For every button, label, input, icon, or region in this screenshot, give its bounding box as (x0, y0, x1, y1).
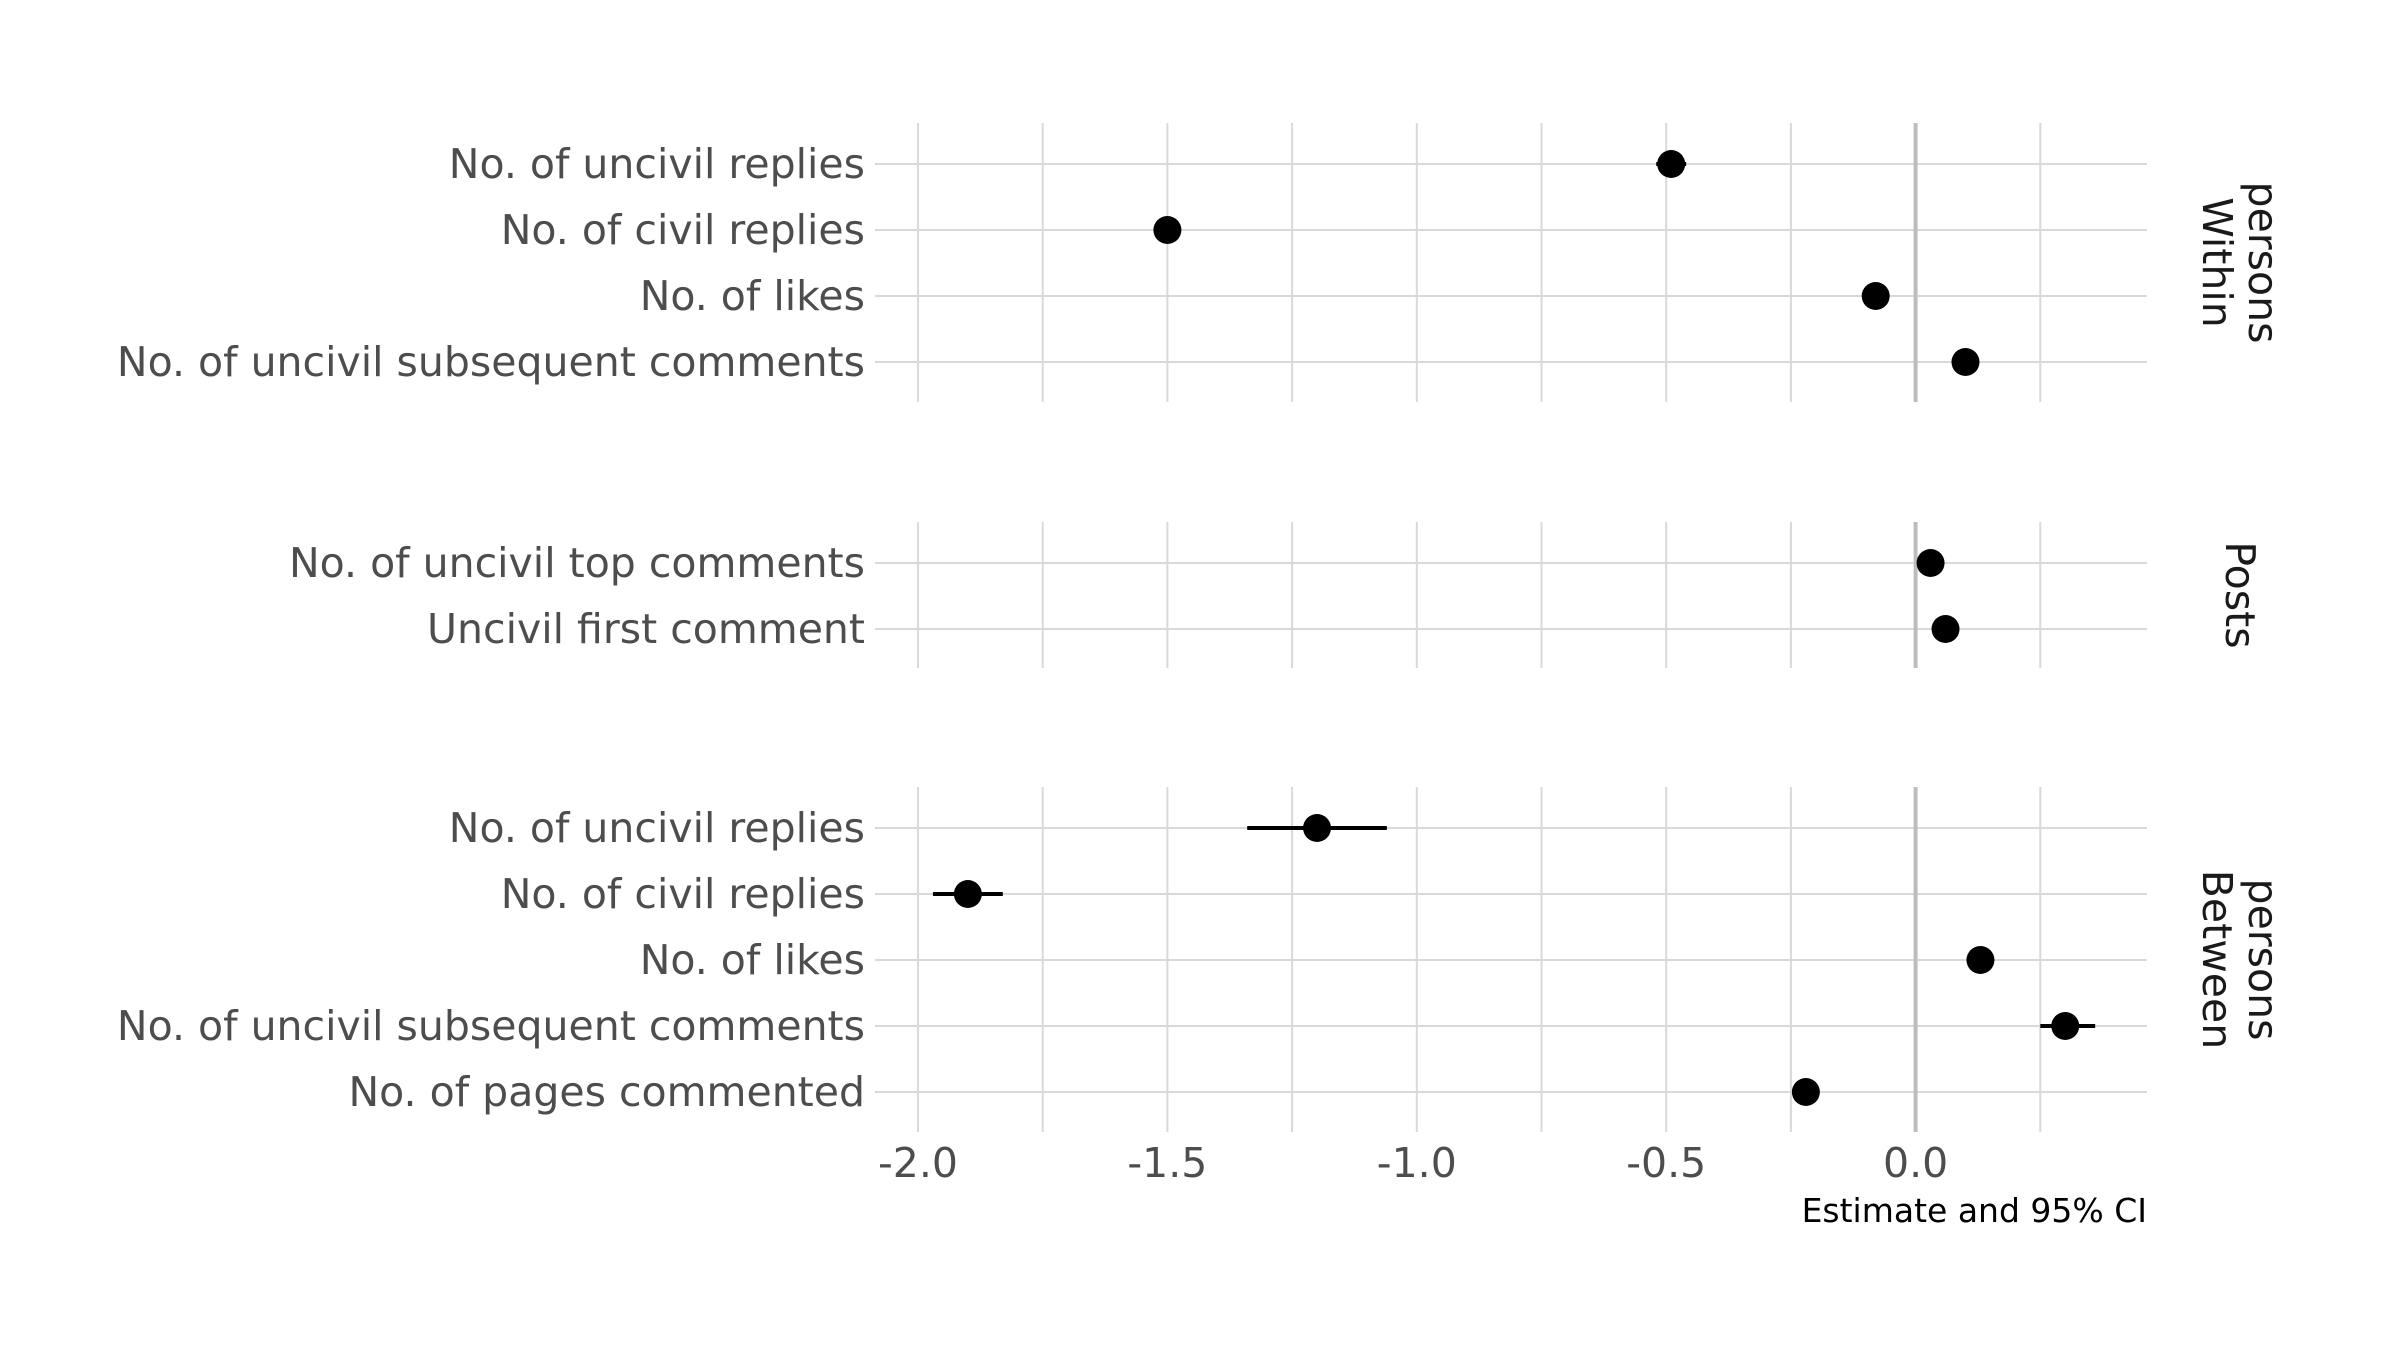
row-label: No. of uncivil replies (449, 140, 865, 188)
x-tick-label: -1.5 (1127, 1139, 1207, 1187)
x-axis-title: Estimate and 95% CI (1802, 1191, 2147, 1230)
row-label: No. of uncivil replies (449, 804, 865, 852)
row-label: No. of uncivil subsequent comments (117, 1002, 865, 1050)
row-label: No. of civil replies (501, 870, 865, 918)
estimate-point (1861, 282, 1890, 310)
facet-strip-label: Posts (2216, 541, 2264, 648)
estimate-point (1916, 549, 1945, 577)
facet-panel: No. of uncivil top comments Uncivil first… (289, 522, 2264, 668)
row-label: No. of civil replies (501, 206, 865, 254)
estimate-point (1153, 216, 1182, 244)
row-label: No. of pages commented (349, 1068, 865, 1116)
facet-strip-label: Withinpersons (2193, 182, 2287, 344)
facet-panel: No. of uncivil replies No. of civil repli… (117, 787, 2287, 1132)
x-tick-label: -1.0 (1377, 1139, 1457, 1187)
x-axis: -2.0 -1.5 -1.0 -0.5 0.0 (878, 1139, 1948, 1187)
x-tick-label: -0.5 (1626, 1139, 1706, 1187)
x-tick-label: -2.0 (878, 1139, 958, 1187)
facet-strip-label: Betweenpersons (2193, 870, 2287, 1049)
facet-panel: No. of uncivil replies No. of civil repli… (117, 123, 2287, 402)
estimate-point (1657, 150, 1686, 178)
estimate-point (1791, 1078, 1820, 1106)
estimate-point (1303, 814, 1332, 842)
estimate-point (2051, 1012, 2080, 1040)
row-label: Uncivil first comment (427, 605, 865, 653)
row-label: No. of likes (640, 272, 865, 320)
estimate-point (1951, 348, 1980, 376)
estimate-point (1931, 615, 1960, 643)
estimate-point (1966, 946, 1995, 974)
chart-facets: No. of uncivil replies No. of civil repli… (117, 123, 2287, 1132)
row-label: No. of uncivil subsequent comments (117, 338, 865, 386)
row-label: No. of uncivil top comments (289, 539, 865, 587)
x-tick-label: 0.0 (1883, 1139, 1948, 1187)
row-label: No. of likes (640, 936, 865, 984)
estimate-point (953, 880, 982, 908)
